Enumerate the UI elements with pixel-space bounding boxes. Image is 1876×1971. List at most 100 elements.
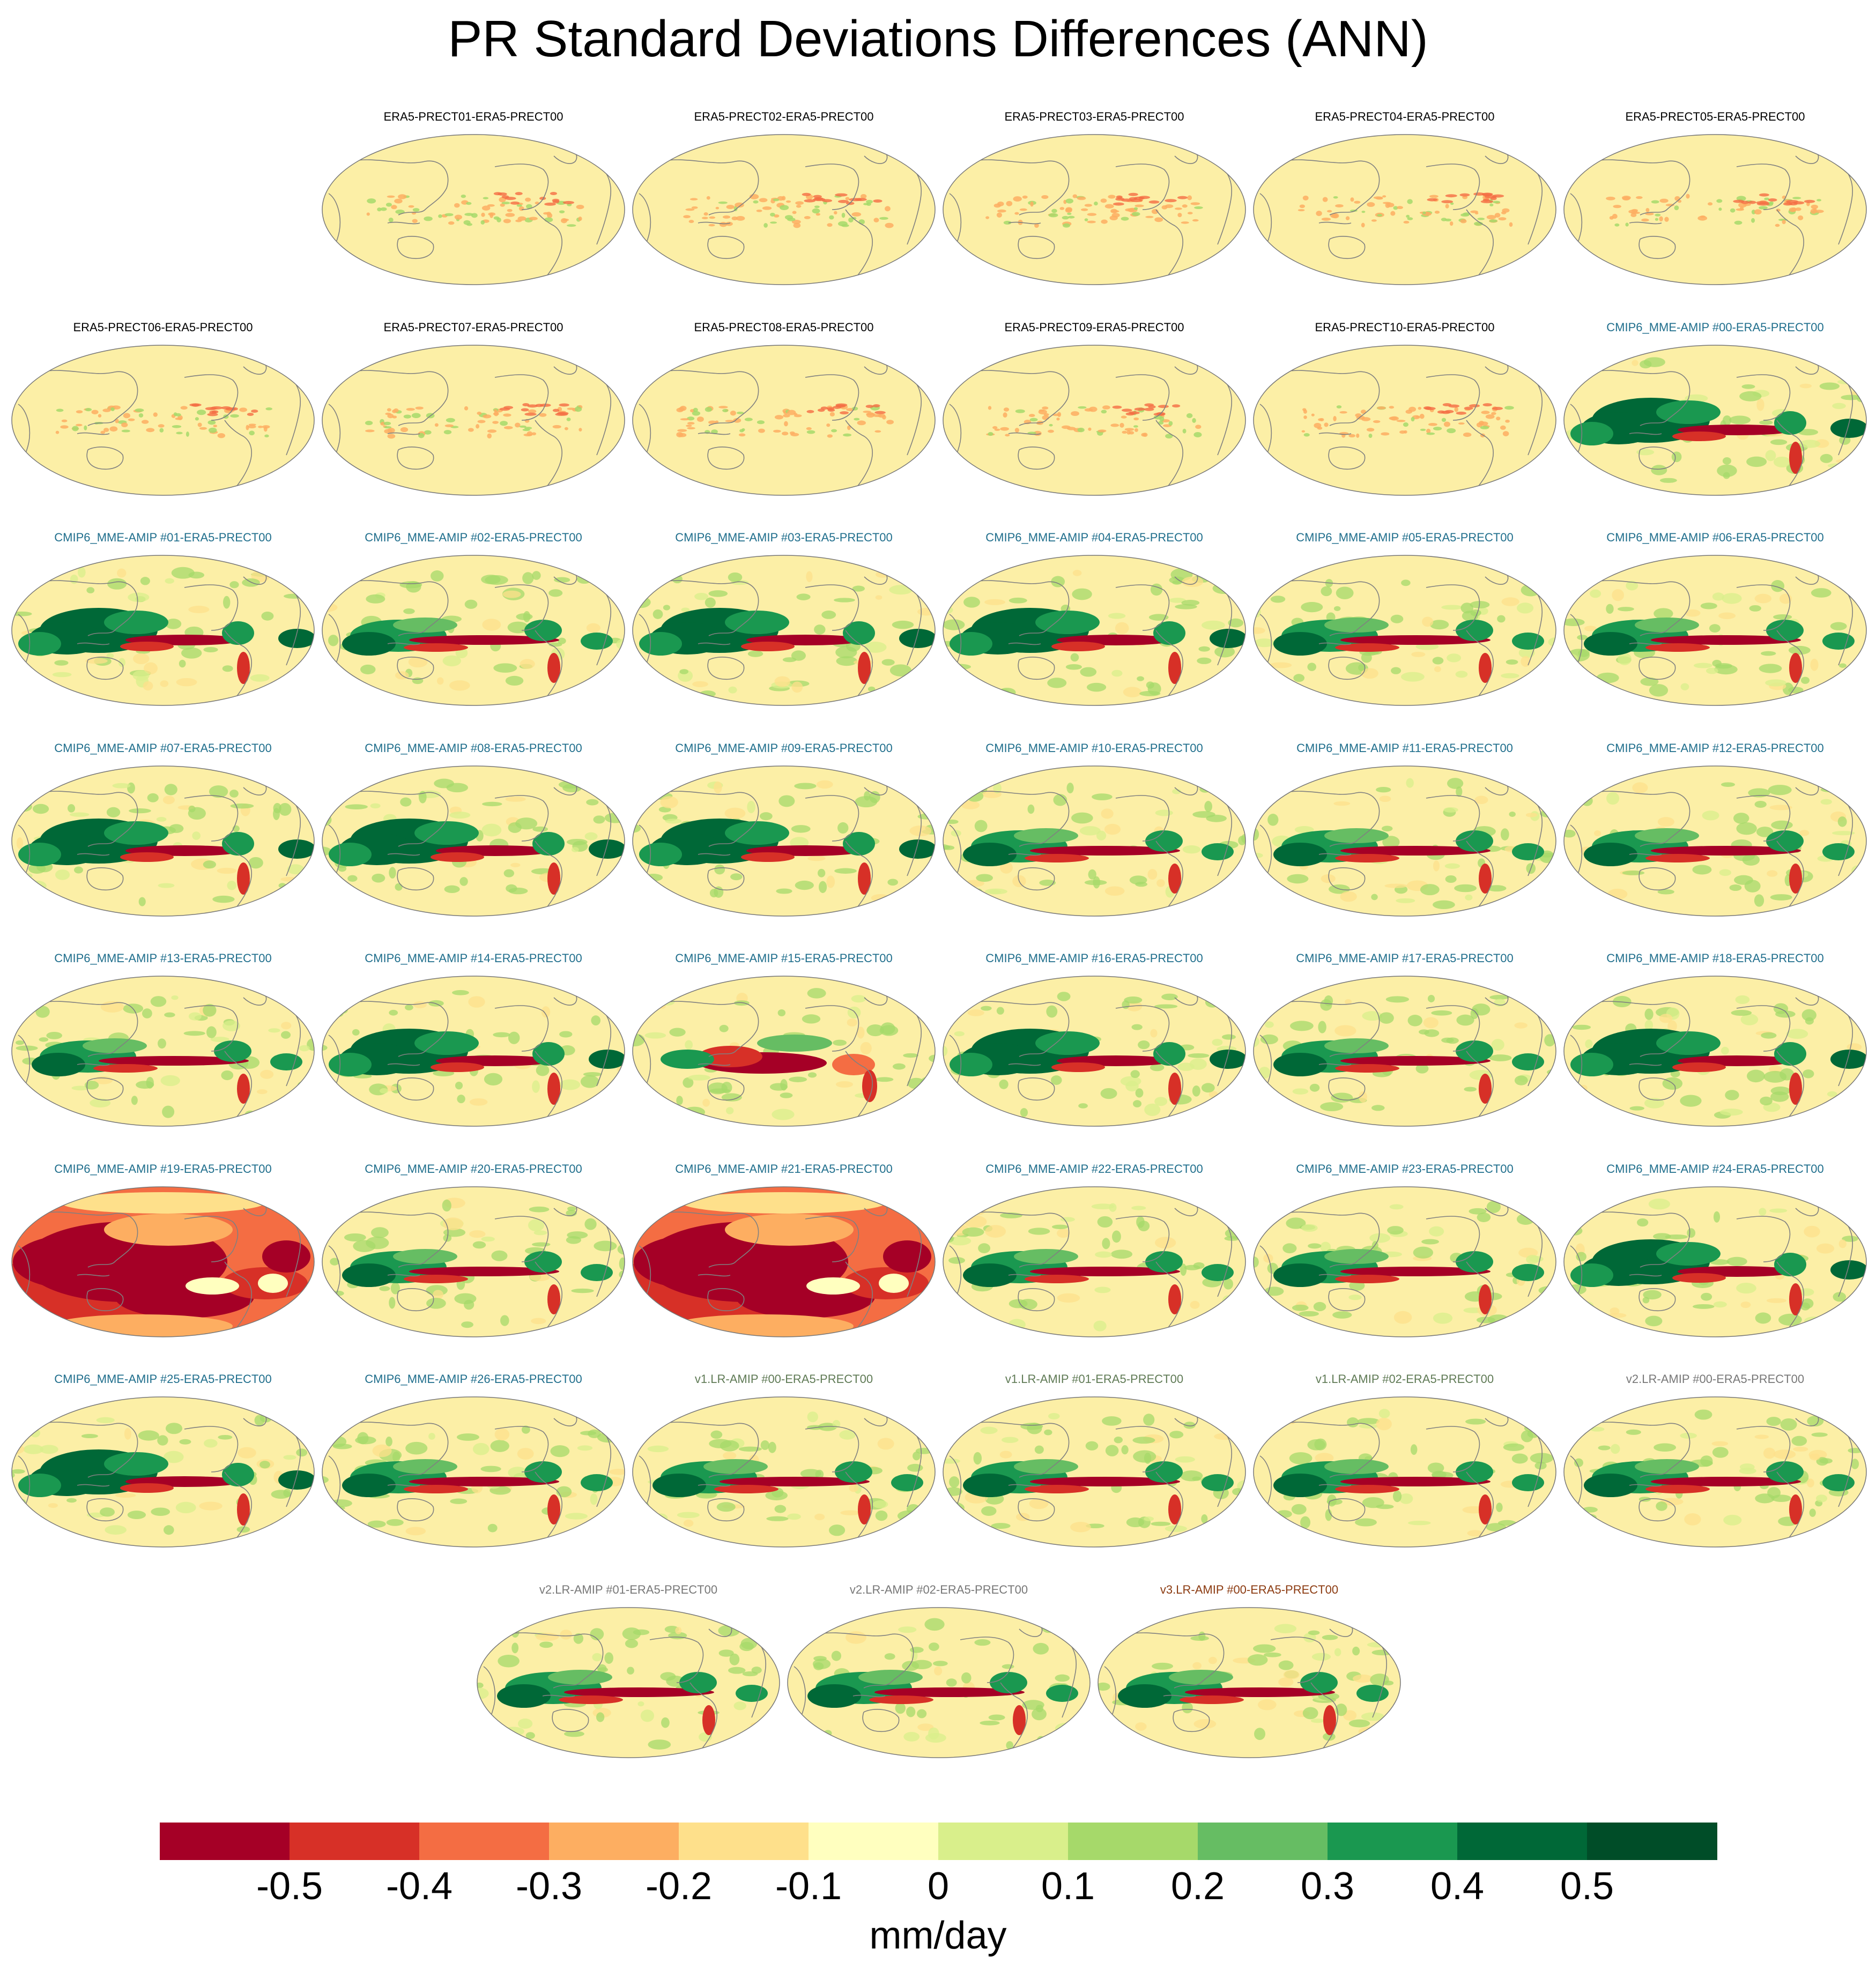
panel-title: v2.LR-AMIP #02-ERA5-PRECT00 (849, 1583, 1028, 1596)
map-field (632, 345, 936, 496)
map-outline (1253, 976, 1556, 1127)
colorbar-tick-label: 0 (927, 1865, 950, 1908)
panel-title: CMIP6_MME-AMIP #08-ERA5-PRECT00 (365, 741, 582, 755)
colorbar-swatch (160, 1823, 290, 1860)
panel-title: CMIP6_MME-AMIP #18-ERA5-PRECT00 (1606, 951, 1824, 965)
map-panel: CMIP6_MME-AMIP #23-ERA5-PRECT00 (1249, 1162, 1560, 1344)
map-outline (1563, 1396, 1867, 1548)
panel-title: CMIP6_MME-AMIP #19-ERA5-PRECT00 (54, 1162, 272, 1176)
panel-title: CMIP6_MME-AMIP #15-ERA5-PRECT00 (675, 951, 893, 965)
panel-title: CMIP6_MME-AMIP #10-ERA5-PRECT00 (985, 741, 1203, 755)
map-field (1253, 1396, 1556, 1548)
map-field (1563, 765, 1867, 917)
map-field (11, 976, 315, 1127)
panel-title: CMIP6_MME-AMIP #24-ERA5-PRECT00 (1606, 1162, 1824, 1176)
map-outline (1563, 555, 1867, 706)
map-field (11, 765, 315, 917)
colorbar-swatch (549, 1823, 679, 1860)
panel-title: CMIP6_MME-AMIP #21-ERA5-PRECT00 (675, 1162, 893, 1176)
map-panel: CMIP6_MME-AMIP #02-ERA5-PRECT00 (318, 531, 629, 713)
panel-title: CMIP6_MME-AMIP #02-ERA5-PRECT00 (365, 531, 582, 544)
map-outline (943, 555, 1246, 706)
map-field (322, 345, 625, 496)
map-field (1253, 1186, 1556, 1337)
map-outline (11, 976, 315, 1127)
panel-title: CMIP6_MME-AMIP #13-ERA5-PRECT00 (54, 951, 272, 965)
panel-grid: ERA5-PRECT01-ERA5-PRECT00 ERA5-PRECT02-ER… (8, 110, 1871, 1765)
map-field (1563, 345, 1867, 496)
map-outline (943, 765, 1246, 917)
map-field (322, 134, 625, 285)
map-panel: CMIP6_MME-AMIP #04-ERA5-PRECT00 (939, 531, 1250, 713)
map-field (1253, 976, 1556, 1127)
panel-title: ERA5-PRECT07-ERA5-PRECT00 (383, 321, 563, 334)
figure-title: PR Standard Deviations Differences (ANN) (448, 10, 1428, 68)
map-outline (632, 555, 936, 706)
map-panel: CMIP6_MME-AMIP #16-ERA5-PRECT00 (939, 951, 1250, 1134)
map-field (477, 1607, 780, 1758)
panel-title: ERA5-PRECT03-ERA5-PRECT00 (1004, 110, 1184, 123)
map-panel: CMIP6_MME-AMIP #08-ERA5-PRECT00 (318, 741, 629, 924)
colorbar-swatch (1328, 1823, 1458, 1860)
map-panel: CMIP6_MME-AMIP #24-ERA5-PRECT00 (1560, 1162, 1871, 1344)
map-panel: CMIP6_MME-AMIP #06-ERA5-PRECT00 (1560, 531, 1871, 713)
map-outline (632, 765, 936, 917)
map-outline (1098, 1607, 1401, 1758)
colorbar-tick-label: -0.1 (775, 1865, 842, 1908)
map-panel: CMIP6_MME-AMIP #26-ERA5-PRECT00 (318, 1372, 629, 1555)
map-panel: v1.LR-AMIP #00-ERA5-PRECT00 (628, 1372, 939, 1555)
map-outline (632, 134, 936, 285)
colorbar-tick-label: -0.2 (645, 1865, 713, 1908)
map-field (322, 1186, 625, 1337)
map-outline (943, 1186, 1246, 1337)
map-outline (322, 134, 625, 285)
map-panel: v1.LR-AMIP #02-ERA5-PRECT00 (1249, 1372, 1560, 1555)
map-field (1253, 765, 1556, 917)
map-outline (11, 765, 315, 917)
map-outline (1253, 1186, 1556, 1337)
map-outline (11, 1396, 315, 1548)
map-outline (1563, 134, 1867, 285)
map-panel: CMIP6_MME-AMIP #01-ERA5-PRECT00 (8, 531, 318, 713)
map-outline (1253, 134, 1556, 285)
map-field (943, 976, 1246, 1127)
panel-title: ERA5-PRECT02-ERA5-PRECT00 (694, 110, 874, 123)
map-panel: CMIP6_MME-AMIP #18-ERA5-PRECT00 (1560, 951, 1871, 1134)
colorbar (160, 1823, 1717, 1860)
panel-title: CMIP6_MME-AMIP #03-ERA5-PRECT00 (675, 531, 893, 544)
panel-title: CMIP6_MME-AMIP #07-ERA5-PRECT00 (54, 741, 272, 755)
map-field (1563, 555, 1867, 706)
map-panel: CMIP6_MME-AMIP #05-ERA5-PRECT00 (1249, 531, 1560, 713)
map-panel: CMIP6_MME-AMIP #14-ERA5-PRECT00 (318, 951, 629, 1134)
map-field (322, 1396, 625, 1548)
map-field (322, 555, 625, 706)
map-outline (322, 555, 625, 706)
map-outline (943, 1396, 1246, 1548)
map-outline (632, 345, 936, 496)
map-panel: v3.LR-AMIP #00-ERA5-PRECT00 (1094, 1583, 1405, 1765)
map-panel: ERA5-PRECT09-ERA5-PRECT00 (939, 321, 1250, 503)
colorbar-swatch (1198, 1823, 1328, 1860)
panel-title: CMIP6_MME-AMIP #22-ERA5-PRECT00 (985, 1162, 1203, 1176)
panel-title: CMIP6_MME-AMIP #20-ERA5-PRECT00 (365, 1162, 582, 1176)
map-panel: ERA5-PRECT06-ERA5-PRECT00 (8, 321, 318, 503)
panel-title: v1.LR-AMIP #02-ERA5-PRECT00 (1315, 1372, 1494, 1386)
panel-title: CMIP6_MME-AMIP #16-ERA5-PRECT00 (985, 951, 1203, 965)
colorbar-swatch (419, 1823, 550, 1860)
panel-title: v1.LR-AMIP #01-ERA5-PRECT00 (1005, 1372, 1184, 1386)
map-panel: CMIP6_MME-AMIP #12-ERA5-PRECT00 (1560, 741, 1871, 924)
panel-title: CMIP6_MME-AMIP #01-ERA5-PRECT00 (54, 531, 272, 544)
colorbar-swatch (1587, 1823, 1717, 1860)
map-outline (322, 345, 625, 496)
map-field (1098, 1607, 1401, 1758)
panel-title: CMIP6_MME-AMIP #11-ERA5-PRECT00 (1296, 741, 1513, 755)
panel-title: CMIP6_MME-AMIP #25-ERA5-PRECT00 (54, 1372, 272, 1386)
colorbar-swatch (1457, 1823, 1588, 1860)
panel-title: CMIP6_MME-AMIP #05-ERA5-PRECT00 (1296, 531, 1514, 544)
colorbar-tick-label: -0.4 (385, 1865, 453, 1908)
map-outline (1253, 345, 1556, 496)
panel-title: CMIP6_MME-AMIP #12-ERA5-PRECT00 (1606, 741, 1824, 755)
map-panel: v2.LR-AMIP #02-ERA5-PRECT00 (783, 1583, 1094, 1765)
map-panel: CMIP6_MME-AMIP #19-ERA5-PRECT00 (8, 1162, 318, 1344)
map-outline (943, 134, 1246, 285)
